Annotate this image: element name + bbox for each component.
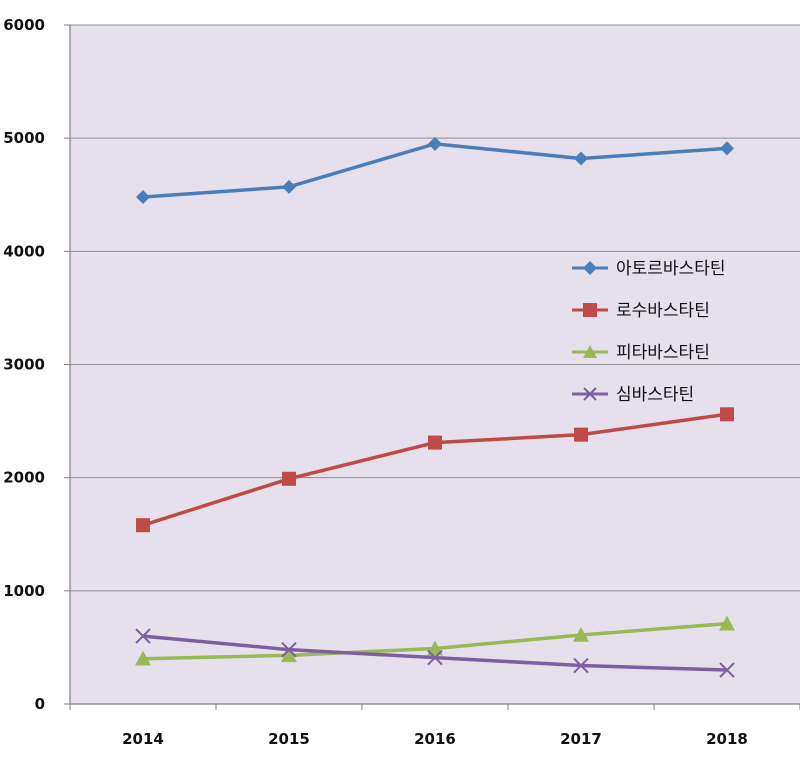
axes <box>64 24 800 710</box>
legend-item: 아토르바스타틴 <box>572 259 725 279</box>
series-4 <box>135 628 735 678</box>
y-tick-label: 3000 <box>3 356 45 374</box>
data-point <box>427 649 443 666</box>
data-point <box>282 179 296 194</box>
x-tick-label: 2018 <box>706 730 748 748</box>
data-point <box>719 662 735 678</box>
legend-label: 심바스타틴 <box>616 385 694 405</box>
series-2 <box>136 407 734 533</box>
data-point <box>428 435 442 450</box>
data-point <box>281 641 297 658</box>
x-tick-labels: 2014 2015 2016 2017 2018 <box>122 730 748 748</box>
data-point <box>573 657 589 674</box>
data-point <box>720 407 734 422</box>
series-3 <box>135 615 735 666</box>
y-tick-label: 4000 <box>3 242 45 260</box>
legend-item: 심바스타틴 <box>572 385 694 405</box>
y-tick-label: 1000 <box>3 582 45 600</box>
data-point <box>583 387 597 401</box>
x-tick-label: 2016 <box>414 730 456 748</box>
data-point <box>427 640 443 656</box>
data-point <box>136 190 150 205</box>
x-tick-label: 2015 <box>268 730 310 748</box>
data-point <box>282 471 296 486</box>
data-point <box>719 615 735 631</box>
data-point <box>583 261 597 275</box>
data-point <box>573 626 589 642</box>
legend-item: 로수바스타틴 <box>572 301 710 321</box>
data-point <box>135 628 151 644</box>
x-tick-label: 2017 <box>560 730 602 748</box>
data-point <box>720 141 734 156</box>
y-tick-label: 6000 <box>3 16 45 34</box>
series-1 <box>136 136 734 205</box>
data-point <box>281 647 297 663</box>
data-point <box>583 345 597 358</box>
legend-item: 피타바스타틴 <box>572 343 710 363</box>
y-tick-label: 2000 <box>3 469 45 487</box>
y-tick-label: 5000 <box>3 129 45 147</box>
legend-label: 피타바스타틴 <box>616 343 710 363</box>
data-point <box>136 518 150 533</box>
legend-label: 로수바스타틴 <box>616 301 710 321</box>
x-tick-label: 2014 <box>122 730 164 748</box>
data-point <box>574 151 588 166</box>
y-tick-labels: 0 1000 2000 3000 4000 5000 6000 <box>3 16 45 713</box>
data-point <box>583 303 597 317</box>
y-tick-label: 0 <box>35 695 45 713</box>
data-point <box>428 136 442 151</box>
data-point <box>574 427 588 442</box>
data-point <box>135 650 151 666</box>
gridlines <box>70 24 800 592</box>
legend-label: 아토르바스타틴 <box>616 259 725 279</box>
series-group <box>135 136 735 678</box>
